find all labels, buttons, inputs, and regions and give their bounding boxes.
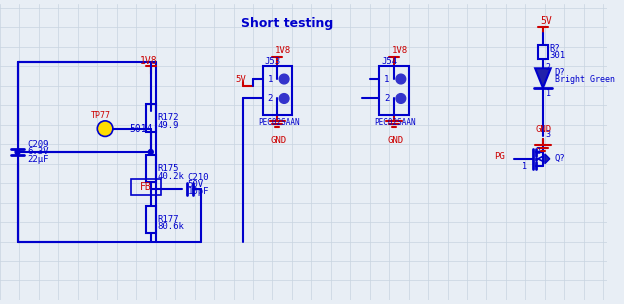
Text: 5014: 5014 xyxy=(129,124,153,134)
Text: R175: R175 xyxy=(158,164,179,173)
Text: FB: FB xyxy=(140,182,152,192)
Bar xyxy=(146,104,155,132)
Circle shape xyxy=(396,94,406,103)
Bar xyxy=(146,155,155,182)
Text: 1: 1 xyxy=(522,162,527,171)
Text: TP77: TP77 xyxy=(91,111,111,119)
Text: 5V: 5V xyxy=(235,75,246,85)
Text: 1: 1 xyxy=(384,74,390,84)
Text: R?: R? xyxy=(550,44,560,54)
Text: 301: 301 xyxy=(550,51,566,60)
Text: PEC02SAAN: PEC02SAAN xyxy=(258,118,300,127)
Text: 2: 2 xyxy=(535,147,540,156)
Text: J53: J53 xyxy=(265,57,281,66)
Bar xyxy=(538,45,548,59)
Circle shape xyxy=(149,150,154,154)
Text: J54: J54 xyxy=(381,57,397,66)
Text: 40.2k: 40.2k xyxy=(158,172,185,181)
Text: 2: 2 xyxy=(268,94,273,103)
Polygon shape xyxy=(545,154,550,164)
Text: 1: 1 xyxy=(546,89,551,98)
Text: GND: GND xyxy=(388,136,403,145)
Text: 5V: 5V xyxy=(540,16,552,26)
Circle shape xyxy=(396,74,406,84)
Circle shape xyxy=(97,121,113,136)
Text: 1V8: 1V8 xyxy=(275,46,291,55)
Text: GND: GND xyxy=(270,136,286,145)
Circle shape xyxy=(15,150,20,154)
Text: Short testing: Short testing xyxy=(241,17,333,30)
Text: 10pF: 10pF xyxy=(188,187,209,196)
Polygon shape xyxy=(535,68,551,88)
Text: PG: PG xyxy=(494,152,505,161)
Text: 2: 2 xyxy=(384,94,390,103)
Text: C209: C209 xyxy=(27,140,49,149)
Text: 80.6k: 80.6k xyxy=(158,223,185,231)
Text: 49.9: 49.9 xyxy=(158,121,179,130)
Circle shape xyxy=(280,94,289,103)
Text: C210: C210 xyxy=(188,173,209,182)
Text: 3: 3 xyxy=(546,130,551,139)
Text: D?: D? xyxy=(555,68,565,77)
Bar xyxy=(379,66,409,115)
Text: 1V8: 1V8 xyxy=(392,46,408,55)
Text: PEC02SAAN: PEC02SAAN xyxy=(374,118,416,127)
Text: 1: 1 xyxy=(268,74,273,84)
Text: GND: GND xyxy=(535,125,551,134)
Text: 1V8: 1V8 xyxy=(140,56,158,66)
Text: Q?: Q? xyxy=(555,154,565,163)
Bar xyxy=(132,179,160,195)
Text: 6.3V: 6.3V xyxy=(27,147,49,157)
Bar xyxy=(263,66,292,115)
Circle shape xyxy=(280,74,289,84)
Text: R177: R177 xyxy=(158,215,179,224)
Text: 50V: 50V xyxy=(188,180,204,188)
Text: Bright Green: Bright Green xyxy=(555,74,615,84)
Text: R172: R172 xyxy=(158,113,179,123)
Text: 2: 2 xyxy=(546,63,551,72)
Bar xyxy=(146,206,155,233)
Text: 22μF: 22μF xyxy=(27,155,49,164)
